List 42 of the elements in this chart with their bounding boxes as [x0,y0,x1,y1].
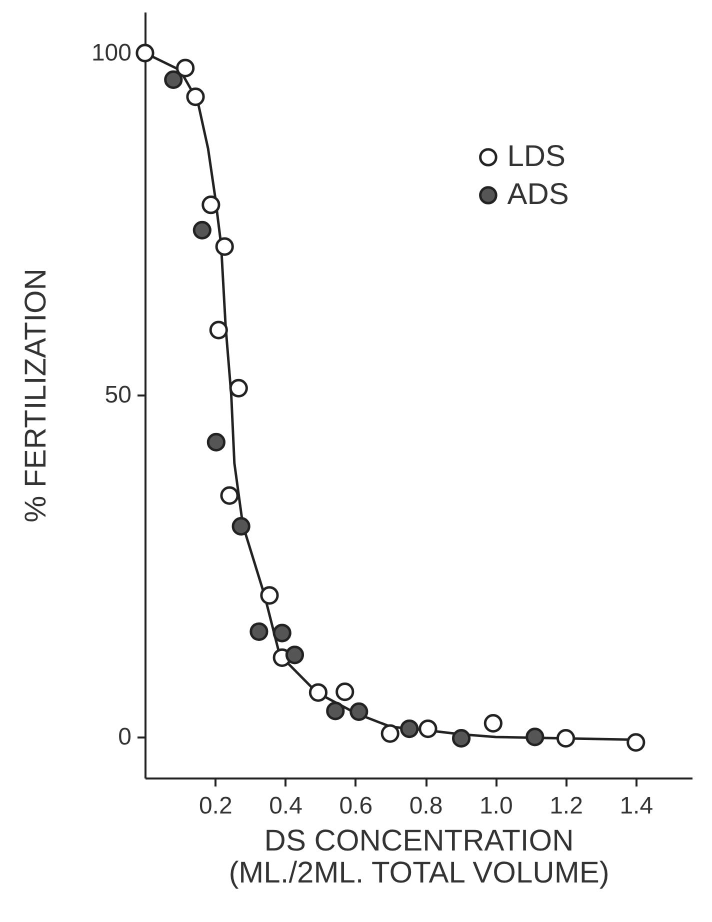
point [220,486,239,505]
point [326,702,345,720]
point [232,517,250,536]
point [272,624,292,642]
x-tick-label: 1.2 [550,792,583,820]
point [285,646,304,664]
point [350,702,368,721]
point [176,58,195,78]
point [260,586,279,605]
point [308,683,328,702]
y-axis-title: % FERTILIZATION [19,268,52,522]
x-tick-label: 0.4 [269,792,302,820]
point [400,719,419,738]
x-tick-label: 0.8 [409,792,443,820]
x-tick-label: 0.6 [339,792,373,820]
point [336,682,354,702]
y-tick-label: 50 [104,382,132,408]
x-tick-label: 1.0 [479,792,513,820]
point [164,70,183,90]
legend-label: ADS [507,178,569,212]
y-tick-label: 0 [118,723,132,750]
point [215,237,234,256]
point [186,88,205,106]
point [526,728,544,746]
point [418,719,438,738]
point [136,44,154,62]
point [556,729,576,748]
point [192,220,212,240]
legend-label: LDS [507,140,566,174]
x-tick-label: 0.2 [198,792,232,820]
point [484,714,502,733]
point [250,622,268,641]
point [380,724,400,743]
point [202,196,220,214]
point [626,733,646,752]
x-tick-label: 1.4 [620,792,654,820]
point [209,320,228,340]
point [452,729,471,748]
point [206,432,226,452]
y-tick-label: 100 [91,40,132,67]
x-axis-title: DS CONCENTRATION (ML./2ML. TOTAL VOLUME) [228,824,610,890]
point [229,378,248,398]
